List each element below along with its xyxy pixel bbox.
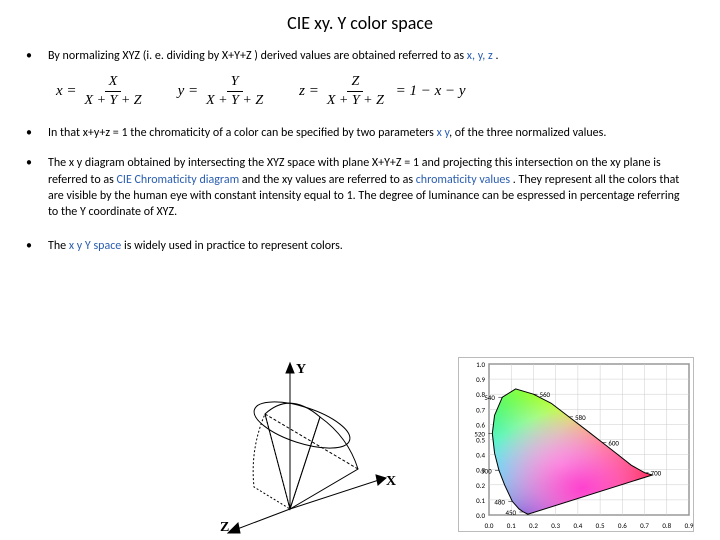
svg-text:0.8: 0.8 [662, 521, 671, 530]
formula-x: x = XX + Y + Z [56, 74, 150, 109]
bullet-text: In that x+y+z = 1 the chromaticity of a … [48, 125, 700, 141]
svg-text:560: 560 [539, 390, 550, 399]
var: y [178, 83, 185, 100]
svg-text:600: 600 [608, 439, 619, 448]
svg-text:580: 580 [575, 413, 586, 422]
denominator: X + Y + Z [81, 92, 146, 109]
numerator: X [105, 74, 122, 92]
svg-text:520: 520 [474, 429, 485, 438]
svg-text:0.4: 0.4 [573, 521, 582, 530]
eq-sign: = [188, 83, 198, 100]
formula-row: x = XX + Y + Z y = YX + Y + Z z = ZX + Y… [0, 68, 720, 121]
svg-text:0.5: 0.5 [596, 521, 605, 530]
svg-text:0.2: 0.2 [476, 481, 485, 490]
bullet-2: • In that x+y+z = 1 the chromaticity of … [0, 121, 720, 145]
svg-text:0.9: 0.9 [476, 375, 485, 384]
xyz-cone-diagram: Y X Z [210, 359, 400, 534]
svg-text:0.6: 0.6 [476, 420, 485, 429]
axis-z-label: Z [220, 520, 229, 534]
svg-text:540: 540 [484, 393, 495, 402]
svg-text:0.1: 0.1 [476, 496, 485, 505]
svg-text:450: 450 [505, 508, 516, 517]
text: is widely used in practice to represent … [121, 239, 343, 253]
tail: = 1 − x − y [396, 83, 466, 100]
text: By normalizing XYZ (i. e. dividing by X+… [48, 49, 467, 63]
var: x [56, 83, 63, 100]
eq-sign: = [309, 83, 319, 100]
link-cie-diagram: CIE Chromaticity diagram [117, 173, 240, 187]
bullet-text: The x y Y space is widely used in practi… [48, 238, 700, 254]
link-x: x [437, 126, 442, 140]
svg-text:0.2: 0.2 [529, 521, 538, 530]
link-xyy-space: x y Y space [69, 239, 121, 253]
diagrams-region: Y X Z 0.00.10.20.30.40.50.60.70.80.90.00… [0, 356, 720, 536]
var: z [299, 83, 305, 100]
formula-y: y = YX + Y + Z [178, 74, 272, 109]
svg-text:500: 500 [481, 466, 492, 475]
fraction: XX + Y + Z [81, 74, 146, 109]
bullet-3: • The x y diagram obtained by intersecti… [0, 145, 720, 224]
text: . [493, 49, 499, 63]
link-chrom-values: chromaticity values [416, 173, 510, 187]
svg-text:0.7: 0.7 [640, 521, 649, 530]
fraction: YX + Y + Z [202, 74, 267, 109]
svg-text:0.9: 0.9 [685, 521, 694, 530]
bullet-text: By normalizing XYZ (i. e. dividing by X+… [48, 48, 700, 64]
svg-text:0.7: 0.7 [476, 405, 485, 414]
text: and the xy values are referred to as [239, 173, 416, 187]
svg-text:0.6: 0.6 [618, 521, 627, 530]
text: The [48, 239, 69, 253]
numerator: Y [227, 74, 243, 92]
numerator: Z [347, 74, 363, 92]
svg-text:0.4: 0.4 [476, 451, 485, 460]
bullet-4: • The x y Y space is widely used in prac… [0, 224, 720, 258]
formula-z: z = ZX + Y + Z = 1 − x − y [299, 74, 465, 109]
denominator: X + Y + Z [323, 92, 388, 109]
page-title: CIE xy. Y color space [0, 0, 720, 44]
bullet-text: The x y diagram obtained by intersecting… [48, 155, 700, 220]
bullet-marker: • [20, 125, 48, 141]
bullet-marker: • [20, 155, 48, 220]
bullet-1: • By normalizing XYZ (i. e. dividing by … [0, 44, 720, 68]
bullet-marker: • [20, 48, 48, 64]
svg-text:480: 480 [494, 497, 505, 506]
bullet-marker: • [20, 238, 48, 254]
denominator: X + Y + Z [202, 92, 267, 109]
svg-text:0.3: 0.3 [551, 521, 560, 530]
axis-y-label: Y [296, 362, 306, 377]
link-xyz: x, y, z [467, 49, 493, 63]
svg-text:700: 700 [651, 469, 662, 478]
text: In that x+y+z = 1 the chromaticity of a … [48, 126, 437, 140]
svg-text:0.0: 0.0 [485, 521, 494, 530]
text: , of the three normalized values. [449, 126, 606, 140]
axis-x-label: X [386, 474, 396, 489]
svg-text:0.0: 0.0 [476, 511, 485, 520]
svg-text:0.1: 0.1 [507, 521, 516, 530]
eq-sign: = [66, 83, 76, 100]
fraction: ZX + Y + Z [323, 74, 388, 109]
chroma-svg: 0.0 0.1 0.2 0.3 0.4 0.5 0.6 0.7 0.8 0.9 0.0 0.1 0.2 0… [459, 358, 695, 533]
chromaticity-diagram: 0.0 0.1 0.2 0.3 0.4 0.5 0.6 0.7 0.8 0.9 0.0 0.1 0.2 0… [458, 357, 694, 532]
cone-svg: Y X Z [210, 359, 400, 534]
svg-text:1.0: 1.0 [476, 360, 485, 369]
